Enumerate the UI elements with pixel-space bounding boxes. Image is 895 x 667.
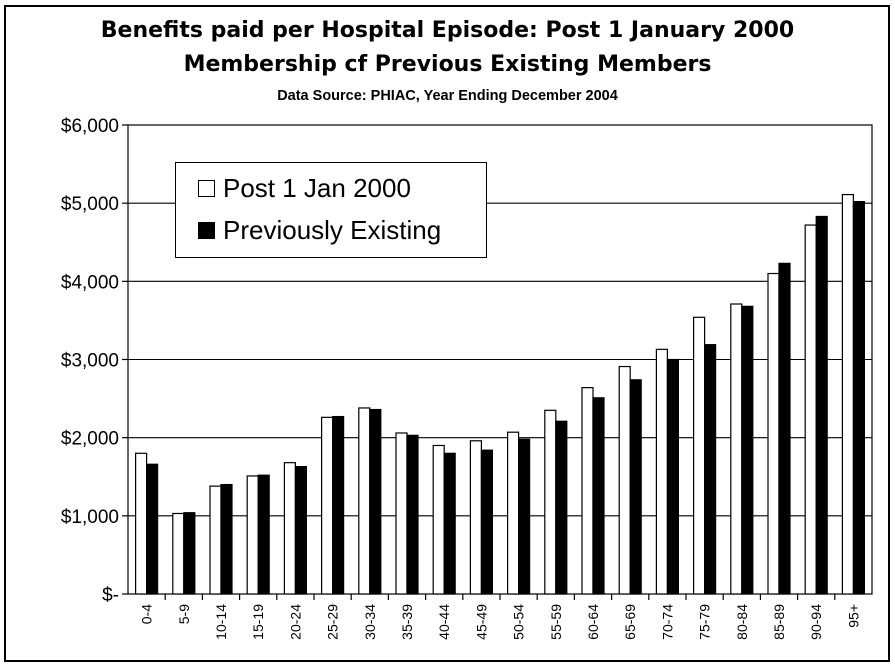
x-tick-label: 70-74: [659, 604, 675, 640]
x-tick-label: 10-14: [213, 604, 229, 640]
x-tick-label: 5-9: [176, 604, 192, 624]
chart-frame: [4, 5, 890, 662]
legend-item-previous: Previously Existing: [198, 215, 441, 246]
legend-swatch-post: [198, 180, 215, 197]
bar-post: [469, 440, 482, 595]
chart-subtitle: Data Source: PHIAC, Year Ending December…: [277, 88, 618, 104]
x-tick-label: 80-84: [734, 604, 750, 640]
bar-previous: [146, 463, 159, 595]
bar-previous: [332, 415, 345, 595]
y-tick-label: $5,000: [61, 194, 119, 215]
x-tick-label: 45-49: [473, 604, 489, 640]
x-tick-label: 55-59: [548, 604, 564, 640]
y-tick-label: $2,000: [61, 429, 119, 450]
bar-previous: [666, 358, 680, 595]
x-tick-label: 60-64: [585, 604, 601, 640]
bar-previous: [741, 305, 754, 595]
bar-previous: [555, 420, 568, 595]
bar-previous: [369, 408, 382, 595]
bar-previous: [592, 397, 605, 595]
x-tick-label: 15-19: [250, 604, 266, 640]
x-tick-label: 75-79: [697, 604, 713, 640]
x-tick-label: 40-44: [436, 604, 452, 640]
y-tick-label: $-: [102, 585, 119, 606]
bar-post: [432, 444, 445, 595]
bar-post: [283, 462, 296, 595]
y-tick-label: $3,000: [61, 351, 119, 372]
bar-previous: [257, 474, 270, 595]
bar-previous: [852, 201, 866, 595]
y-tick-label: $6,000: [61, 116, 119, 137]
bar-post: [692, 316, 706, 595]
bar-post: [804, 224, 817, 595]
x-tick-label: 20-24: [287, 604, 303, 640]
bar-post: [581, 387, 594, 595]
bar-previous: [480, 449, 493, 595]
bar-previous: [703, 344, 717, 595]
x-tick-label: 30-34: [362, 604, 378, 640]
bar-post: [767, 272, 780, 595]
chart-title-line2: Membership cf Previous Existing Members: [183, 52, 712, 77]
y-tick-label: $4,000: [61, 272, 119, 293]
bar-previous: [629, 379, 642, 595]
x-tick-label: 85-89: [771, 604, 787, 640]
y-tick-label: $1,000: [61, 507, 119, 528]
x-tick-label: 0-4: [139, 604, 155, 624]
x-tick-label: 65-69: [622, 604, 638, 640]
bar-post: [395, 432, 408, 595]
bar-previous: [443, 452, 456, 595]
bar-post: [507, 431, 520, 595]
legend-label-post: Post 1 Jan 2000: [223, 173, 411, 203]
bar-post: [246, 475, 259, 595]
bar-post: [135, 452, 148, 595]
bar-post: [730, 303, 743, 595]
bar-post: [544, 409, 557, 595]
bar-post: [358, 407, 371, 595]
bar-post: [321, 416, 334, 595]
bar-post: [618, 365, 631, 595]
bar-previous: [183, 512, 196, 595]
legend-item-post: Post 1 Jan 2000: [198, 173, 411, 204]
bar-previous: [220, 483, 233, 595]
bar-previous: [294, 465, 307, 595]
chart-legend: Post 1 Jan 2000 Previously Existing: [175, 162, 487, 258]
bar-previous: [406, 434, 419, 595]
x-tick-label: 50-54: [511, 604, 527, 640]
chart-title-line1: Benefits paid per Hospital Episode: Post…: [100, 18, 795, 43]
x-tick-label: 90-94: [808, 604, 824, 640]
x-tick-label: 25-29: [325, 604, 341, 640]
x-tick-label: 95+: [845, 604, 861, 628]
bar-post: [655, 348, 669, 595]
legend-swatch-previous: [198, 222, 215, 239]
bar-previous: [815, 215, 828, 595]
x-tick-label: 35-39: [399, 604, 415, 640]
bar-post: [209, 485, 222, 595]
bar-post: [841, 193, 855, 595]
bar-previous: [778, 262, 791, 595]
bar-post: [172, 512, 185, 595]
bar-previous: [517, 438, 531, 595]
legend-label-previous: Previously Existing: [223, 215, 442, 245]
